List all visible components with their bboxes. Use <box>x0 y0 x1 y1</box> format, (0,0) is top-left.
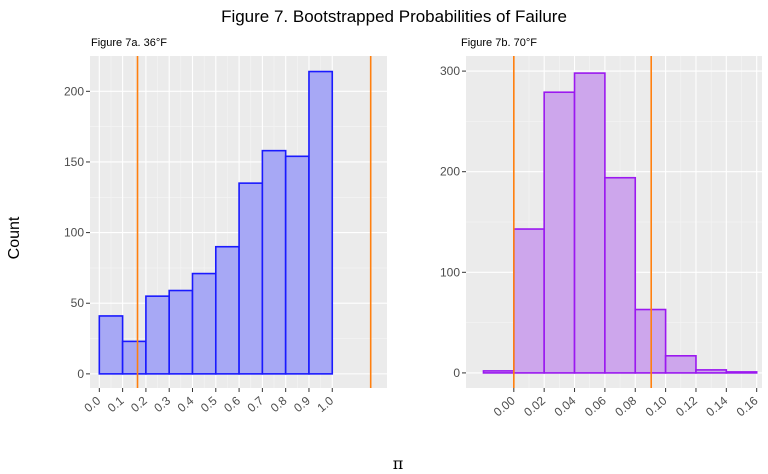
histogram-bar <box>695 369 728 374</box>
histogram-bar <box>261 149 287 375</box>
x-tick-label: 0.08 <box>612 393 639 419</box>
histogram-bar <box>145 295 171 375</box>
histogram-bar <box>543 91 576 374</box>
histogram-bar <box>191 272 217 375</box>
histogram-bar <box>513 228 545 374</box>
x-tick-label: 0.5 <box>198 393 220 415</box>
x-tick-label: 0.0 <box>81 393 103 415</box>
y-tick-label: 0 <box>77 367 84 381</box>
x-tick-label: 0.1 <box>105 393 127 415</box>
histogram-bar <box>98 315 124 375</box>
x-tick-label: 0.16 <box>734 393 761 419</box>
histogram-bar <box>573 72 606 374</box>
histogram-bar <box>482 370 515 374</box>
y-tick-label: 300 <box>440 64 460 78</box>
x-tick-label: 0.10 <box>643 393 670 419</box>
x-tick-label: 1.0 <box>314 393 336 415</box>
histogram-bar <box>238 182 264 375</box>
x-tick-label: 0.00 <box>491 393 518 419</box>
x-tick-label: 0.06 <box>582 393 609 419</box>
x-axis-title: π <box>393 454 404 473</box>
x-tick-label: 0.02 <box>521 393 548 419</box>
panel-title: Figure 7b. 70°F <box>461 37 537 49</box>
histogram-bar <box>308 70 334 375</box>
x-tick-label: 0.4 <box>175 393 197 415</box>
x-tick-label: 0.7 <box>245 393 267 415</box>
figure-title: Figure 7. Bootstrapped Probabilities of … <box>221 7 567 26</box>
histogram-bar <box>664 355 697 374</box>
x-tick-label: 0.12 <box>673 393 700 419</box>
histogram-bar <box>214 245 240 375</box>
histogram-bar <box>604 176 637 374</box>
y-tick-label: 200 <box>440 165 460 179</box>
y-tick-label: 50 <box>71 296 85 310</box>
histogram-bar <box>725 371 758 374</box>
x-tick-label: 0.3 <box>151 393 173 415</box>
y-tick-label: 100 <box>64 226 84 240</box>
y-tick-label: 200 <box>64 84 84 98</box>
x-tick-label: 0.9 <box>291 393 313 415</box>
y-tick-label: 100 <box>440 265 460 279</box>
y-tick-label: 0 <box>453 366 460 380</box>
histogram-bar <box>121 340 147 375</box>
x-tick-label: 0.6 <box>221 393 243 415</box>
histogram-bar <box>284 155 310 375</box>
x-tick-label: 0.14 <box>703 393 730 419</box>
x-tick-label: 0.2 <box>128 393 150 415</box>
histogram-bar <box>168 289 194 375</box>
panel-title: Figure 7a. 36°F <box>91 37 167 49</box>
y-tick-label: 150 <box>64 155 84 169</box>
x-tick-label: 0.8 <box>268 393 290 415</box>
y-axis-title: Count <box>6 216 23 259</box>
x-tick-label: 0.04 <box>552 393 579 419</box>
